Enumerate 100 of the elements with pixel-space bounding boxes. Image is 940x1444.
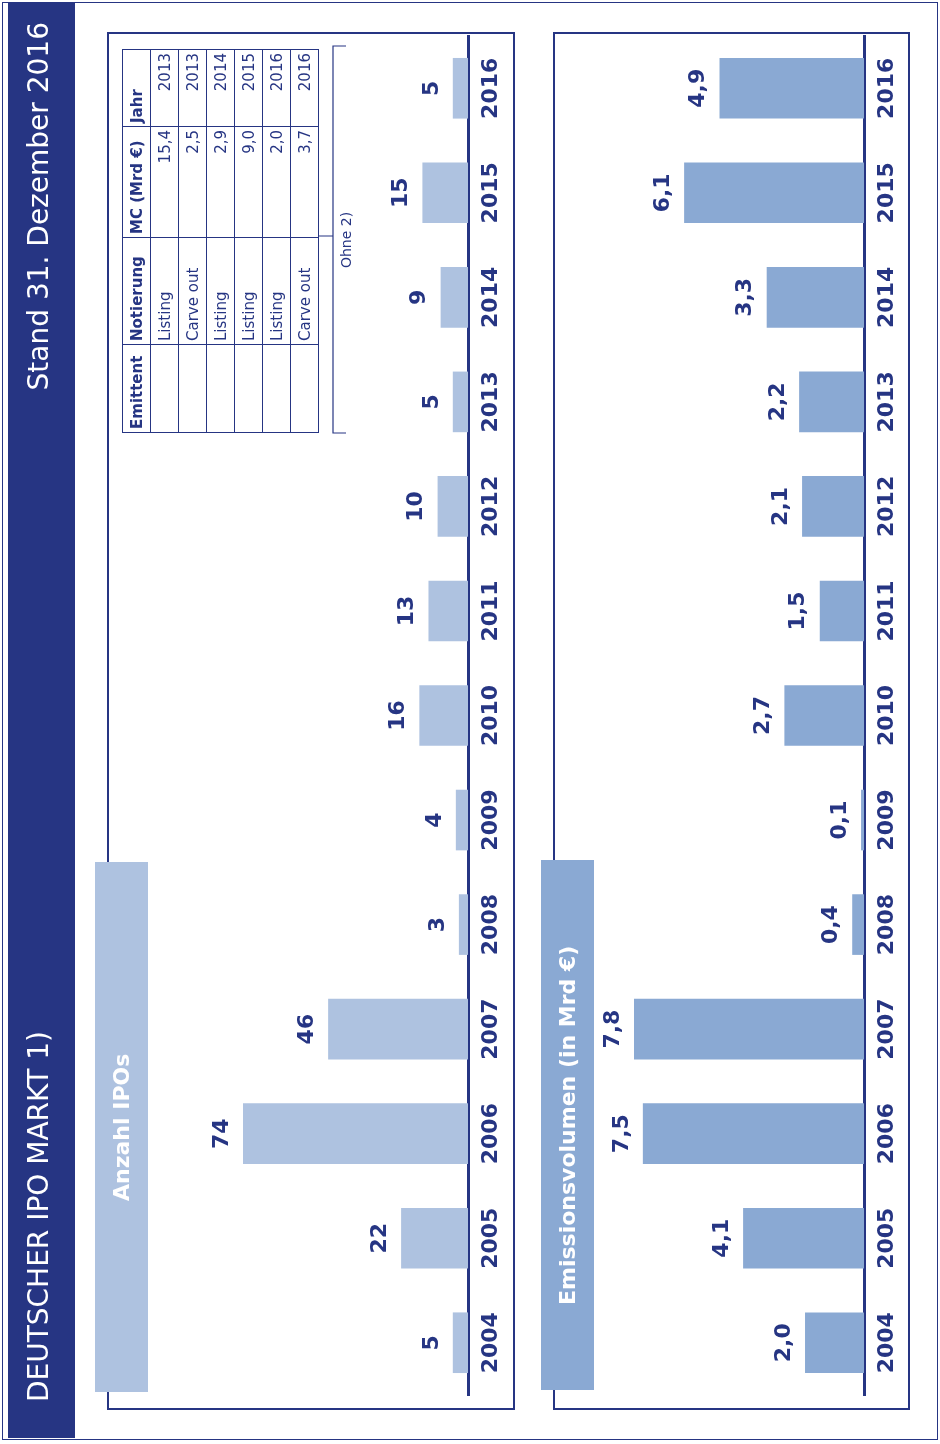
- text: Listing: [206, 237, 235, 345]
- y-tick-label: 2004: [477, 1312, 503, 1374]
- y-tick-label: 2015: [872, 162, 898, 224]
- bar: [440, 267, 468, 328]
- data-label: 16: [384, 700, 410, 731]
- text: Carve out: [178, 237, 207, 345]
- data-label: 74: [207, 1118, 233, 1149]
- bar: [802, 476, 864, 537]
- y-tick-label: 2012: [872, 475, 898, 538]
- y-tick-label: 2013: [872, 371, 898, 433]
- text: Emittent: [122, 344, 151, 433]
- annotation: Carve out: [290, 237, 319, 345]
- annotation: 3,7: [290, 126, 319, 238]
- bar: [452, 57, 468, 119]
- annotation: Listing: [262, 237, 291, 345]
- bar: [819, 580, 864, 642]
- data-label: 5: [417, 1335, 443, 1351]
- y-tick-label: 2013: [477, 371, 503, 433]
- annotation: Ohne 2): [338, 210, 354, 271]
- y-tick-label: 2005: [477, 1207, 503, 1269]
- y-tick-label: 2014: [872, 266, 898, 328]
- bar: [799, 371, 864, 433]
- y-tick-label: 2010: [477, 684, 503, 747]
- bar: [642, 1103, 864, 1164]
- data-label: 0,4: [816, 905, 842, 945]
- bar: [437, 476, 468, 537]
- text: Listing: [150, 237, 179, 345]
- bar: [243, 1103, 468, 1164]
- y-tick-label: 2014: [477, 266, 503, 328]
- bar: [422, 162, 468, 224]
- bar: [401, 1207, 468, 1269]
- data-label: 2,7: [749, 696, 775, 735]
- y-tick-label: 2009: [872, 789, 898, 851]
- bar: [455, 789, 468, 851]
- annotation: Listing: [234, 237, 263, 345]
- data-label: 2,2: [763, 382, 789, 422]
- bar: [852, 894, 864, 955]
- text: Stand 31. Dezember 2016: [22, 22, 55, 391]
- text: Notierung: [122, 237, 151, 345]
- y-tick-label: 2005: [872, 1207, 898, 1269]
- text: DEUTSCHER IPO MARKT 1): [22, 1030, 55, 1402]
- bar: [458, 894, 468, 955]
- data-label: 15: [387, 177, 413, 209]
- text: 2014: [206, 49, 235, 127]
- text: 2013: [150, 49, 179, 127]
- bar: [719, 57, 864, 119]
- data-label: 7,5: [607, 1114, 633, 1154]
- text: 2,5: [178, 126, 207, 238]
- data-label: 3,3: [731, 277, 757, 317]
- y-tick-label: 2009: [477, 789, 503, 851]
- data-label: 3: [423, 916, 449, 933]
- annotation: 2,0: [262, 126, 291, 238]
- data-label: 6,1: [648, 173, 674, 213]
- data-label: 0,1: [825, 800, 851, 840]
- bar: [684, 162, 864, 224]
- y-tick-label: 2006: [872, 1103, 898, 1165]
- text: Jahr: [122, 49, 151, 127]
- y-tick-label: 2016: [477, 57, 503, 119]
- bar: [634, 998, 864, 1060]
- data-label: 46: [292, 1013, 318, 1045]
- bar: [784, 685, 864, 746]
- y-tick-label: 2008: [477, 893, 503, 956]
- text: Emissionsvolumen (in Mrd €): [541, 860, 594, 1390]
- bar: [328, 998, 468, 1060]
- bar: [452, 1312, 468, 1374]
- text: Anzahl IPOs: [95, 862, 148, 1392]
- bar: [861, 789, 864, 851]
- data-label: 5: [417, 80, 443, 96]
- y-tick-label: 2007: [477, 998, 503, 1060]
- bar: [419, 685, 468, 746]
- data-label: 2,0: [769, 1323, 795, 1363]
- text: 2013: [178, 49, 207, 127]
- y-tick-label: 2004: [872, 1312, 898, 1374]
- data-label: 22: [365, 1222, 391, 1254]
- data-label: 2,1: [766, 486, 792, 526]
- bar: [428, 580, 468, 642]
- annotation: 9,0: [234, 126, 263, 238]
- y-tick-label: 2010: [872, 684, 898, 747]
- annotation: 2016: [262, 49, 291, 127]
- bar: [452, 371, 468, 433]
- data-label: 4,1: [707, 1218, 733, 1258]
- data-label: 1,5: [784, 591, 810, 631]
- y-tick-label: 2012: [477, 475, 503, 538]
- y-tick-label: 2011: [477, 580, 503, 642]
- text: 15,4: [150, 126, 179, 238]
- data-label: 10: [402, 491, 428, 522]
- data-label: 9: [405, 289, 431, 305]
- data-label: 4,9: [684, 68, 710, 108]
- y-tick-label: 2006: [477, 1103, 503, 1165]
- data-label: 7,8: [598, 1009, 624, 1049]
- bar: [805, 1312, 864, 1374]
- y-tick-label: 2007: [872, 998, 898, 1060]
- bar: [743, 1207, 864, 1269]
- text: MC (Mrd €): [122, 126, 151, 238]
- y-tick-label: 2011: [872, 580, 898, 642]
- bar: [766, 267, 864, 328]
- annotation: 2016: [290, 49, 319, 127]
- y-tick-label: 2015: [477, 162, 503, 224]
- data-label: 5: [417, 394, 443, 410]
- data-label: 4: [420, 812, 446, 828]
